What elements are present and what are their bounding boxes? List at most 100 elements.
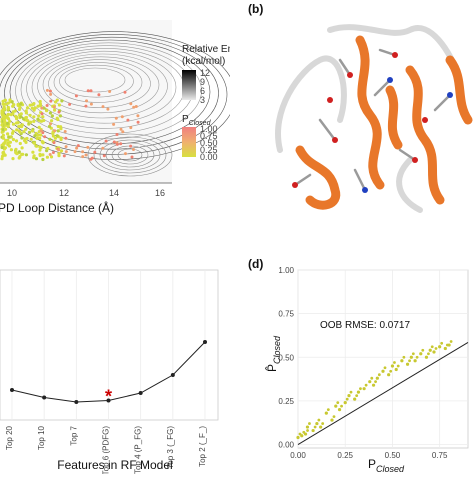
pclosed-point <box>64 145 68 149</box>
pclosed-point <box>0 145 4 150</box>
pclosed-point <box>29 120 33 124</box>
pclosed-legend-tick: 0.75 <box>200 131 218 141</box>
pclosed-point <box>64 136 68 140</box>
panel-d-point <box>428 348 432 352</box>
panel-d-y-tick: 0.50 <box>278 353 294 362</box>
panel-d-point <box>340 404 343 408</box>
pclosed-legend-tick: 0.00 <box>200 152 218 162</box>
pclosed-point <box>48 89 52 93</box>
energy-contour <box>53 62 143 103</box>
pclosed-point <box>57 103 62 107</box>
pclosed-point <box>18 124 22 128</box>
pclosed-point <box>37 125 41 129</box>
pclosed-point <box>2 105 6 109</box>
orange-helices <box>295 35 473 210</box>
pclosed-point <box>114 116 118 120</box>
panel-d-point <box>449 340 453 343</box>
panel-d-x-tick: 0.50 <box>385 451 401 460</box>
panel-a-x-tick: 14 <box>109 188 119 198</box>
pclosed-point <box>85 99 88 103</box>
panel-d-point <box>383 366 387 370</box>
pclosed-point <box>15 117 19 121</box>
pclosed-point <box>23 139 27 143</box>
pclosed-point <box>49 92 53 96</box>
panel-d-point <box>332 415 336 418</box>
pclosed-colorbar <box>182 127 196 157</box>
panel-d-point <box>345 397 349 401</box>
panel-d-point <box>311 428 315 433</box>
pclosed-point <box>9 113 13 117</box>
panel-d-point <box>326 408 330 412</box>
pclosed-point <box>14 150 18 155</box>
pclosed-point <box>42 106 46 110</box>
side-chain-sticks <box>293 48 452 192</box>
panel-d-point <box>362 387 366 391</box>
panel-d-point <box>443 346 447 351</box>
panel-d-point <box>355 394 359 398</box>
panel-d-x-tick: 0.00 <box>290 451 306 460</box>
pclosed-point <box>86 145 90 149</box>
pclosed-point <box>84 153 88 157</box>
pclosed-point <box>63 130 67 133</box>
pclosed-point <box>108 90 112 93</box>
panel-d-point <box>408 359 411 363</box>
pclosed-point <box>6 117 11 121</box>
pclosed-point <box>59 127 63 131</box>
pclosed-point <box>48 137 52 141</box>
panel-d-label: (d) <box>248 257 263 271</box>
pclosed-point <box>14 114 18 118</box>
panel-a: 10 12 14 16 PD Loop Distance (Å) Relativ… <box>0 0 253 220</box>
pclosed-point <box>59 137 63 142</box>
panel-d-point <box>349 390 353 394</box>
pclosed-point <box>57 152 61 156</box>
energy-contour <box>15 42 202 140</box>
panel-d-point <box>375 376 379 380</box>
panel-d: (d) 1.00 0.75 0.50 0.25 0.00 0.00 0.25 0.50 0.7… <box>240 250 474 474</box>
pclosed-point <box>57 148 61 152</box>
identity-line <box>297 341 469 445</box>
panel-c: Top 20 Top 10 Top 7 Top 6 (PDFG) Top 4 (P_FG… <box>0 250 230 475</box>
panel-c-x-tick: Top 4 (P_FG) <box>134 426 143 474</box>
panel-d-point <box>434 347 438 350</box>
pclosed-point <box>35 136 39 140</box>
panel-a-x-tick: 10 <box>7 188 17 198</box>
pclosed-point <box>24 115 28 120</box>
pclosed-point <box>3 153 7 157</box>
panel-d-point <box>353 397 357 401</box>
pclosed-point <box>38 99 42 104</box>
pclosed-point <box>35 144 39 148</box>
panel-d-point <box>447 343 451 347</box>
pclosed-point <box>10 100 14 104</box>
panel-d-point <box>411 352 415 356</box>
panel-c-point <box>42 395 47 400</box>
energy-contour <box>117 148 143 162</box>
pclosed-point <box>43 135 47 139</box>
pclosed-point <box>45 155 50 159</box>
panel-d-point <box>440 341 444 345</box>
energy-contours <box>0 31 236 177</box>
pclosed-point <box>11 122 16 126</box>
pclosed-points <box>0 88 140 162</box>
panel-d-point <box>308 422 311 425</box>
pclosed-point <box>19 115 23 119</box>
pclosed-point <box>27 130 32 134</box>
panel-a-x-tick: 16 <box>155 188 165 198</box>
pclosed-point <box>132 105 136 109</box>
pclosed-point <box>56 129 60 133</box>
panel-c-x-tick: Top 20 <box>5 425 14 450</box>
pclosed-point <box>39 146 43 150</box>
pclosed-point <box>40 106 44 110</box>
energy-contour <box>59 64 134 98</box>
pclosed-point <box>11 137 15 142</box>
pclosed-point <box>60 99 64 103</box>
panel-d-point <box>409 355 413 359</box>
pclosed-point <box>33 134 37 138</box>
panel-d-x-tick: 0.75 <box>432 451 448 460</box>
pclosed-point <box>45 88 49 92</box>
pclosed-point <box>1 150 6 154</box>
pclosed-point <box>18 130 22 134</box>
panel-d-point <box>393 361 396 364</box>
pclosed-point <box>39 133 43 137</box>
pclosed-point <box>32 154 36 158</box>
pclosed-point <box>49 122 52 126</box>
